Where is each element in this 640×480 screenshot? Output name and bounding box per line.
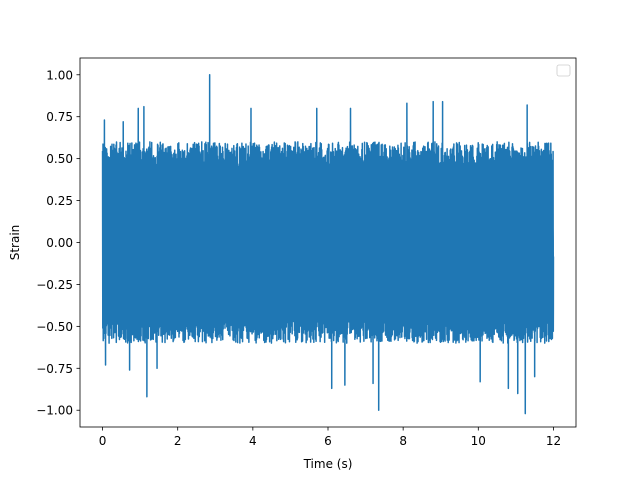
x-tick-label: 0 — [99, 434, 107, 448]
y-tick-label: 0.00 — [46, 236, 73, 250]
y-tick-label: −0.75 — [36, 362, 73, 376]
y-tick-label: −0.50 — [36, 320, 73, 334]
y-tick-label: 0.50 — [46, 152, 73, 166]
y-tick-label: −0.25 — [36, 278, 73, 292]
y-tick-label: 1.00 — [46, 68, 73, 82]
y-tick-label: 0.75 — [46, 110, 73, 124]
x-tick-label: 8 — [399, 434, 407, 448]
x-tick-label: 6 — [324, 434, 332, 448]
strain-series-line — [101, 74, 555, 415]
y-tick-label: −1.00 — [36, 404, 73, 418]
x-tick-label: 10 — [471, 434, 486, 448]
x-tick-label: 2 — [174, 434, 182, 448]
x-tick-label: 12 — [546, 434, 561, 448]
series-layer — [101, 74, 555, 415]
y-axis-label: Strain — [8, 225, 22, 261]
y-axis: −1.00 −0.75 −0.50 −0.25 0.00 0.25 0.50 0.75 1.00 — [36, 68, 80, 418]
x-tick-label: 4 — [249, 434, 257, 448]
x-axis-label: Time (s) — [303, 457, 353, 471]
x-axis: 0 2 4 6 8 10 12 — [99, 427, 561, 448]
legend-box — [556, 64, 571, 77]
y-tick-label: 0.25 — [46, 194, 73, 208]
